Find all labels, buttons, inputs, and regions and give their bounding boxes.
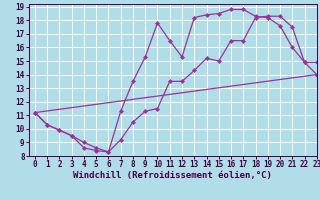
X-axis label: Windchill (Refroidissement éolien,°C): Windchill (Refroidissement éolien,°C) [73,171,272,180]
